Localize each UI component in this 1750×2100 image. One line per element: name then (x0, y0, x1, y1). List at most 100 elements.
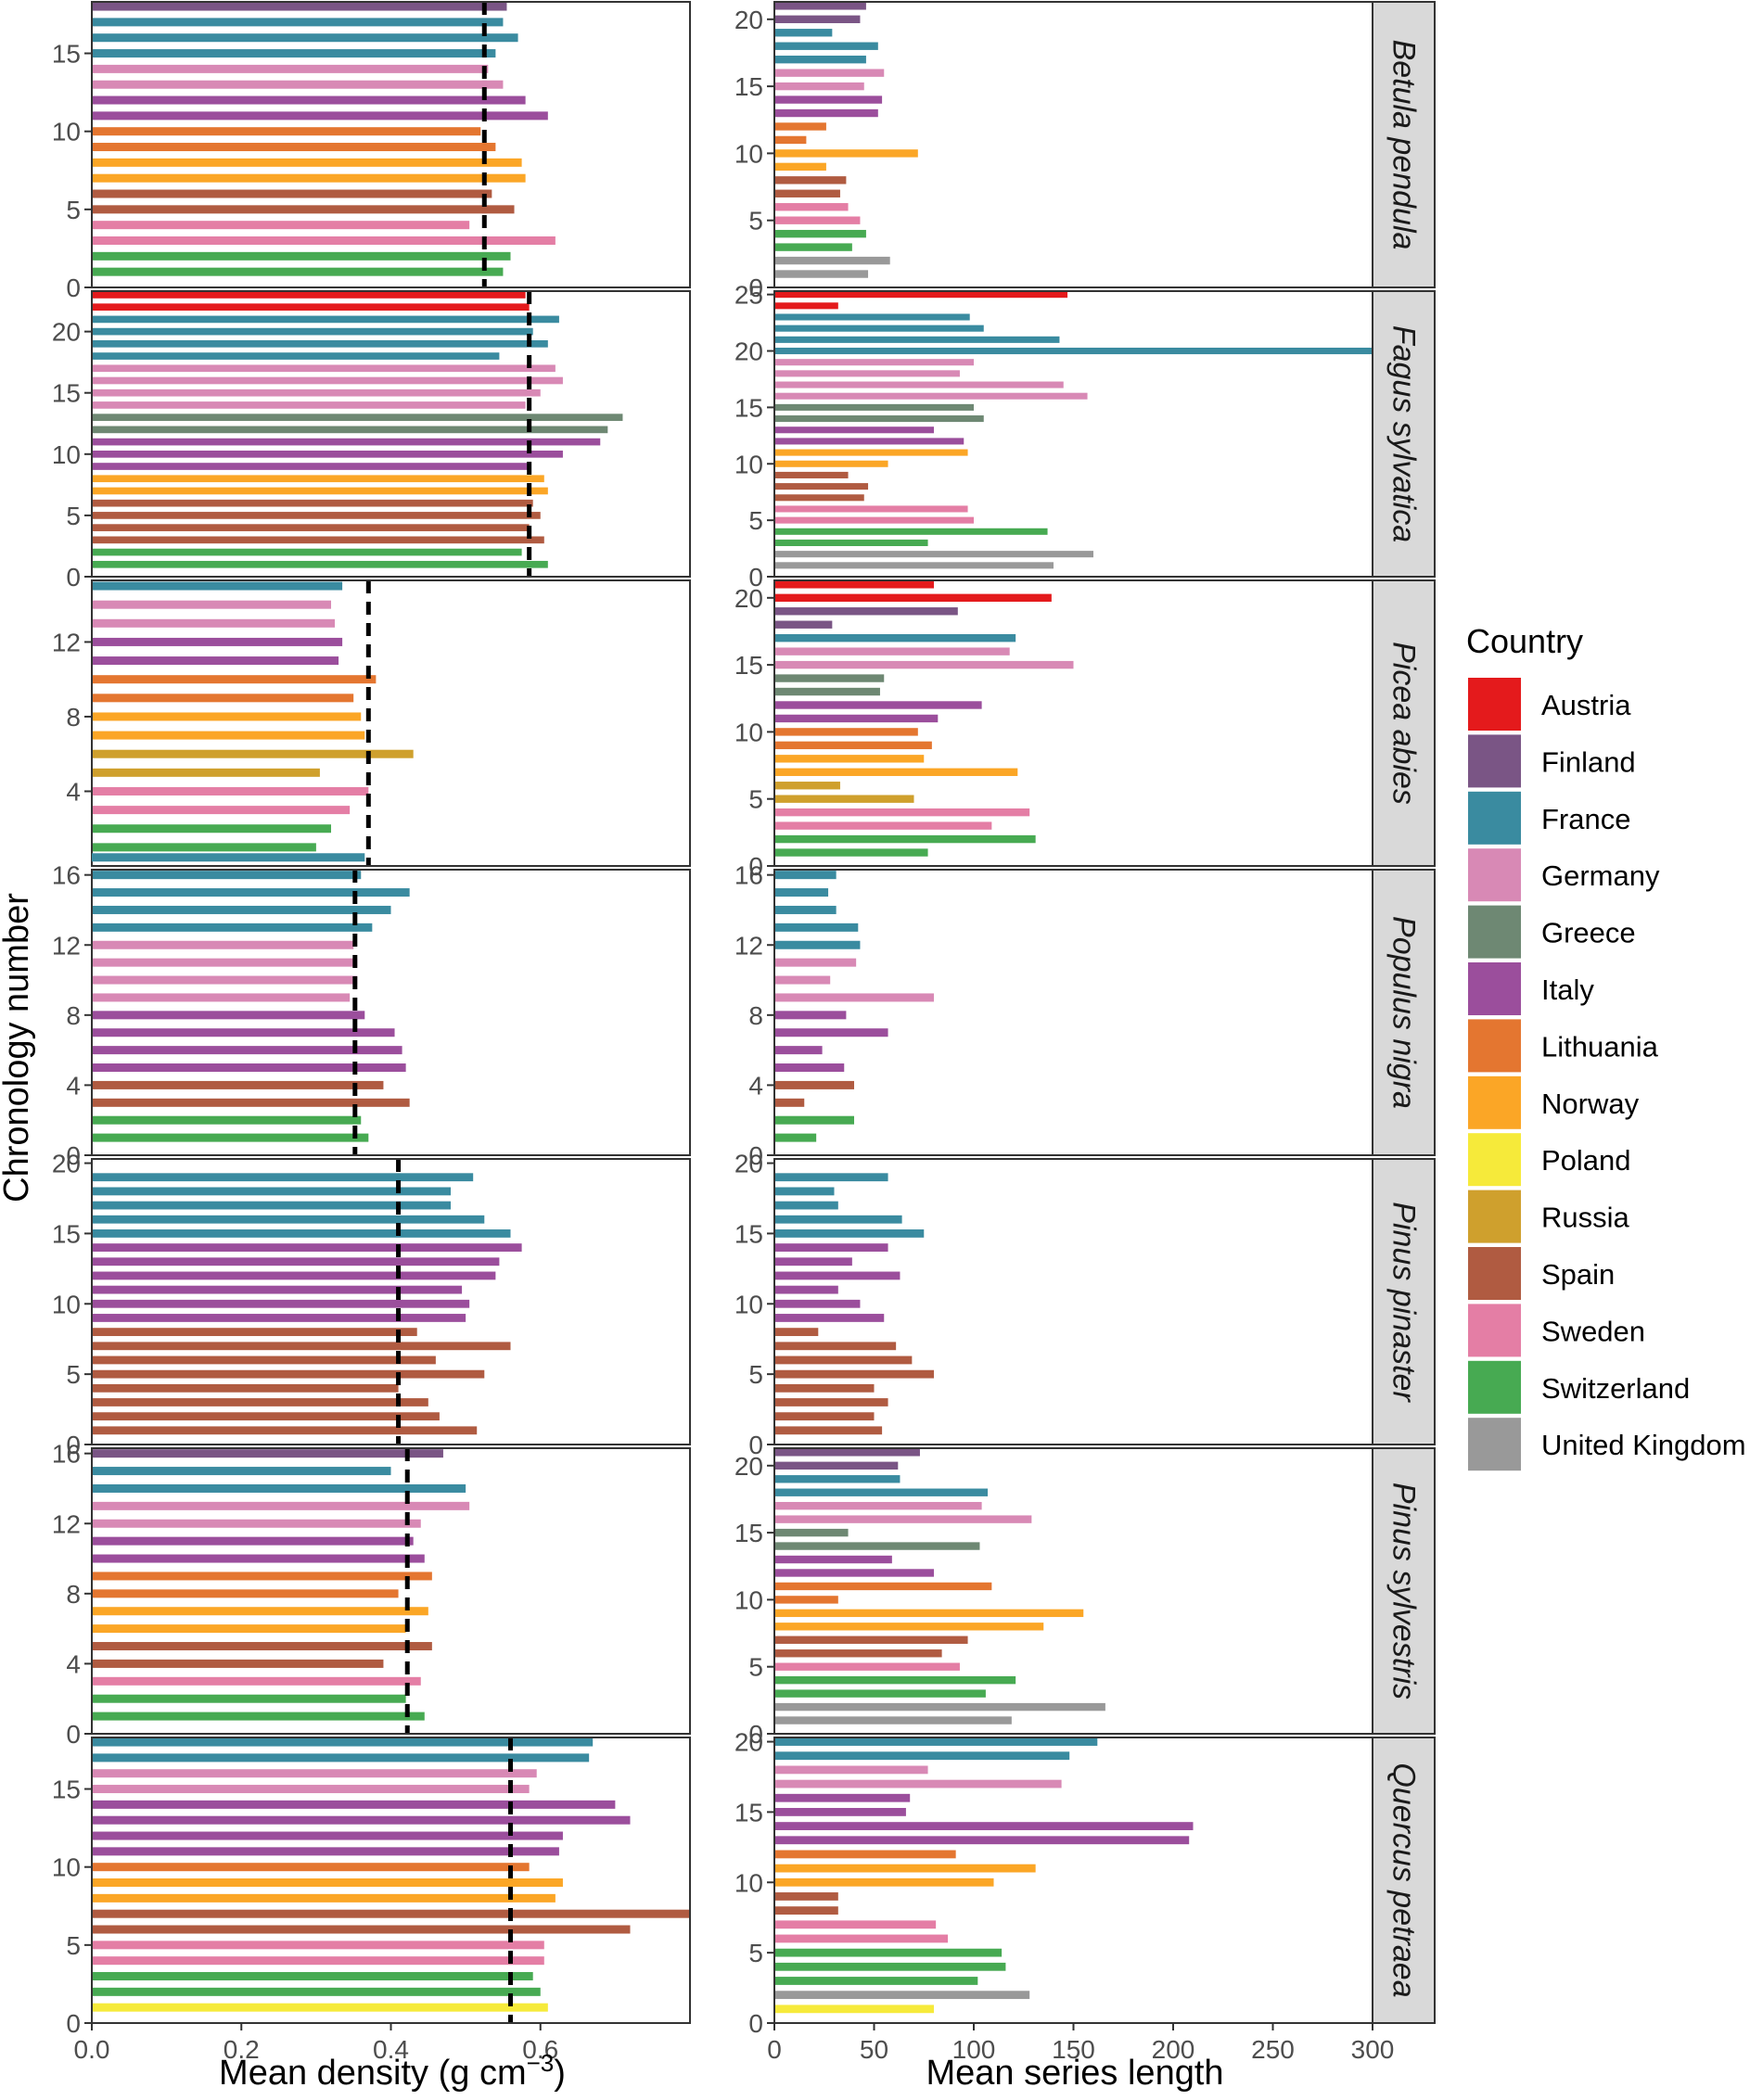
y-tick-label: 5 (66, 1360, 81, 1389)
bar-sweden (774, 821, 992, 830)
legend-item-france: France (1468, 791, 1630, 845)
bar-france (92, 18, 504, 27)
y-tick-label: 10 (52, 440, 81, 469)
bar-italy (774, 1299, 861, 1308)
legend-swatch (1468, 1133, 1521, 1187)
y-tick-label: 5 (66, 1931, 81, 1960)
bar-lithuania (774, 1582, 992, 1591)
bar-lithuania (774, 135, 807, 145)
bar-france (774, 325, 984, 332)
y-tick-label: 4 (748, 1071, 763, 1100)
bar-sweden (774, 216, 861, 224)
bar-switzerland (774, 539, 928, 547)
y-tick-label: 15 (52, 1775, 81, 1804)
bar-switzerland (92, 1987, 541, 1996)
bar-norway (774, 768, 1018, 776)
bar-italy (92, 111, 548, 121)
bar-germany (92, 364, 556, 373)
bar-germany (92, 80, 504, 89)
bar-lithuania (92, 1572, 432, 1581)
y-tick-label: 15 (734, 1219, 763, 1248)
bar-italy (92, 637, 343, 646)
bar-france (774, 347, 1373, 355)
y-tick-label: 5 (748, 506, 763, 535)
panel-background (774, 1159, 1373, 1445)
bar-italy (92, 95, 526, 105)
y-tick-label: 4 (66, 1649, 81, 1678)
y-tick-label: 8 (66, 1580, 81, 1609)
bar-switzerland (774, 243, 852, 251)
legend-label: Spain (1541, 1258, 1615, 1291)
bar-france (92, 49, 496, 58)
bar-switzerland (774, 1133, 817, 1142)
length-panel-quercus-petraea: 0 5 10 15 20 (734, 1728, 1373, 2038)
y-tick-label: 0 (748, 852, 763, 881)
left-x-axis-label: Mean density (g cm−3) (219, 2049, 566, 2093)
legend-item-russia: Russia (1468, 1190, 1630, 1243)
y-tick-label: 20 (734, 584, 763, 613)
bar-switzerland (92, 267, 504, 276)
x-tick-label: 100 (952, 2035, 996, 2064)
length-panel-betula-pendula: 0 5 10 15 20 (734, 1, 1373, 302)
bar-france (92, 871, 362, 880)
bar-spain (774, 1635, 968, 1644)
bar-finland (774, 607, 958, 616)
legend-item-italy: Italy (1468, 962, 1594, 1015)
bar-spain (92, 524, 530, 531)
bar-france (92, 1201, 451, 1210)
y-tick-label: 0 (748, 1141, 763, 1170)
legend-item-greece: Greece (1468, 905, 1636, 959)
bar-switzerland (774, 1948, 1003, 1957)
y-tick-label: 0 (748, 2009, 763, 2038)
bar-italy (92, 1271, 496, 1280)
y-tick-label: 8 (66, 1001, 81, 1030)
bar-italy (92, 1815, 631, 1825)
bar-france (92, 1187, 451, 1196)
bar-spain (92, 205, 515, 214)
bar-france (92, 581, 343, 591)
y-tick-label: 12 (52, 931, 81, 960)
bar-spain (774, 483, 869, 490)
x-tick-label: 0.6 (522, 2035, 558, 2064)
bar-france (92, 352, 500, 360)
bar-germany (774, 993, 934, 1002)
bar-greece (92, 426, 608, 434)
bar-italy (92, 1800, 616, 1809)
bar-spain (92, 1383, 399, 1393)
legend-item-austria: Austria (1468, 678, 1631, 731)
bar-france (92, 340, 548, 348)
left-x-axis-label-close: ) (554, 2054, 566, 2093)
y-tick-label: 5 (748, 1939, 763, 1967)
bar-norway (774, 1609, 1084, 1618)
bar-italy (92, 656, 339, 666)
y-tick-label: 10 (734, 450, 763, 478)
facet-label-pinus-pinaster: Pinus pinaster (1386, 1202, 1422, 1403)
legend-label: Greece (1541, 917, 1636, 949)
bar-spain (92, 1909, 690, 1918)
bar-norway (92, 158, 522, 167)
bar-sweden (774, 505, 968, 513)
bar-sweden (92, 1676, 421, 1686)
legend-item-germany: Germany (1468, 848, 1660, 902)
left-x-axis-label-main: Mean density (g cm (219, 2054, 527, 2093)
bar-finland (774, 15, 861, 23)
bar-france (92, 853, 365, 862)
bar-italy (774, 1028, 888, 1037)
bar-france (774, 888, 829, 897)
panel-border (91, 1, 691, 288)
bar-united-kingdom (774, 562, 1054, 569)
bar-italy (774, 1555, 892, 1564)
y-tick-label: 15 (734, 393, 763, 422)
bar-france (774, 1475, 901, 1483)
bar-germany (92, 600, 331, 609)
bar-lithuania (92, 143, 496, 152)
y-tick-label: 15 (734, 651, 763, 680)
left-x-axis: 0.0 0.2 0.4 0.6 (74, 2023, 558, 2064)
bar-spain (774, 189, 840, 197)
bar-italy (774, 1793, 911, 1802)
bar-united-kingdom (774, 551, 1093, 558)
y-tick-label: 16 (734, 861, 763, 890)
bar-russia (92, 749, 414, 758)
y-tick-label: 0 (748, 1720, 763, 1749)
bar-italy (92, 1046, 402, 1055)
